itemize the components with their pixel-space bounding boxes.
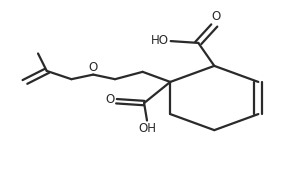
Text: O: O xyxy=(211,10,220,23)
Text: O: O xyxy=(105,93,114,106)
Text: OH: OH xyxy=(138,122,156,135)
Text: HO: HO xyxy=(151,34,169,47)
Text: O: O xyxy=(88,61,98,74)
